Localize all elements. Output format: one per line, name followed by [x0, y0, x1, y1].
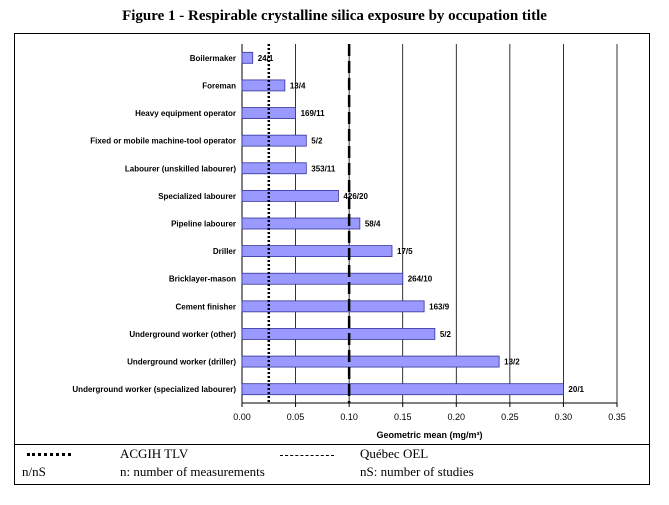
bar-chart: 0.00 0.05 0.10 0.15 0.20 0.25 0.30 0.35 Geometri… [72, 44, 626, 440]
x-tick-label: 0.10 [340, 412, 358, 422]
bar [241, 189, 339, 202]
bar [241, 134, 307, 147]
x-tick-label: 0.35 [608, 412, 626, 422]
acgih-tlv-legend-line [27, 453, 71, 456]
bar [241, 162, 307, 175]
data-label: 58/4 [365, 220, 381, 229]
category-label: Bricklayer-mason [169, 275, 236, 284]
bar [241, 355, 500, 368]
x-tick-label: 0.20 [448, 412, 466, 422]
bar [241, 79, 286, 92]
category-label: Fixed or mobile machine-tool operator [90, 137, 236, 146]
ns-definition: nS: number of studies [360, 464, 474, 479]
category-label: Labourer (unskilled labourer) [125, 164, 236, 173]
figure-title: Figure 1 - Respirable crystalline silica… [122, 8, 547, 24]
bar [241, 245, 393, 258]
category-label: Cement finisher [176, 302, 236, 311]
category-label: Foreman [202, 81, 236, 90]
chart-frame: 0.00 0.05 0.10 0.15 0.20 0.25 0.30 0.35 Geometri… [14, 33, 650, 445]
x-tick-label: 0.30 [555, 412, 573, 422]
bar [241, 272, 404, 285]
bar [241, 51, 254, 64]
data-label: 13/2 [504, 358, 520, 367]
data-label: 13/4 [290, 81, 306, 90]
data-label: 426/20 [343, 192, 368, 201]
bar [241, 328, 436, 340]
x-tick-label: 0.05 [287, 412, 305, 422]
category-label: Pipeline labourer [171, 220, 236, 229]
category-label: Heavy equipment operator [135, 109, 236, 118]
data-label: 264/10 [408, 275, 433, 284]
n-definition: n: number of measurements [120, 464, 265, 479]
bar [241, 217, 361, 230]
data-label: 5/2 [440, 330, 452, 339]
nns-legend-label: n/nS [22, 464, 46, 479]
data-label: 24/1 [258, 54, 274, 63]
bar [241, 300, 425, 313]
data-label: 169/11 [301, 109, 326, 118]
data-label: 20/1 [568, 385, 584, 394]
quebec-oel-legend-label: Québec OEL [360, 446, 429, 461]
category-label: Boilermaker [190, 54, 236, 63]
data-label: 17/5 [397, 247, 413, 256]
x-tick-label: 0.15 [394, 412, 412, 422]
category-label: Underground worker (specialized labourer… [72, 385, 236, 394]
category-label: Driller [213, 247, 236, 256]
x-tick-label: 0.00 [233, 412, 251, 422]
x-axis-label: Geometric mean (mg/m³) [376, 430, 482, 440]
quebec-oel-legend-line [280, 455, 334, 456]
category-label: Specialized labourer [158, 192, 236, 201]
x-tick-label: 0.25 [501, 412, 519, 422]
acgih-tlv-legend-label: ACGIH TLV [120, 446, 189, 461]
data-label: 5/2 [311, 137, 323, 146]
category-label: Underground worker (other) [129, 330, 236, 339]
bar [241, 383, 564, 396]
data-label: 163/9 [429, 302, 450, 311]
category-label: Underground worker (driller) [127, 358, 236, 367]
data-label: 353/11 [311, 164, 336, 173]
legend: ACGIH TLV Québec OEL n/nS n: number of m… [14, 445, 650, 485]
